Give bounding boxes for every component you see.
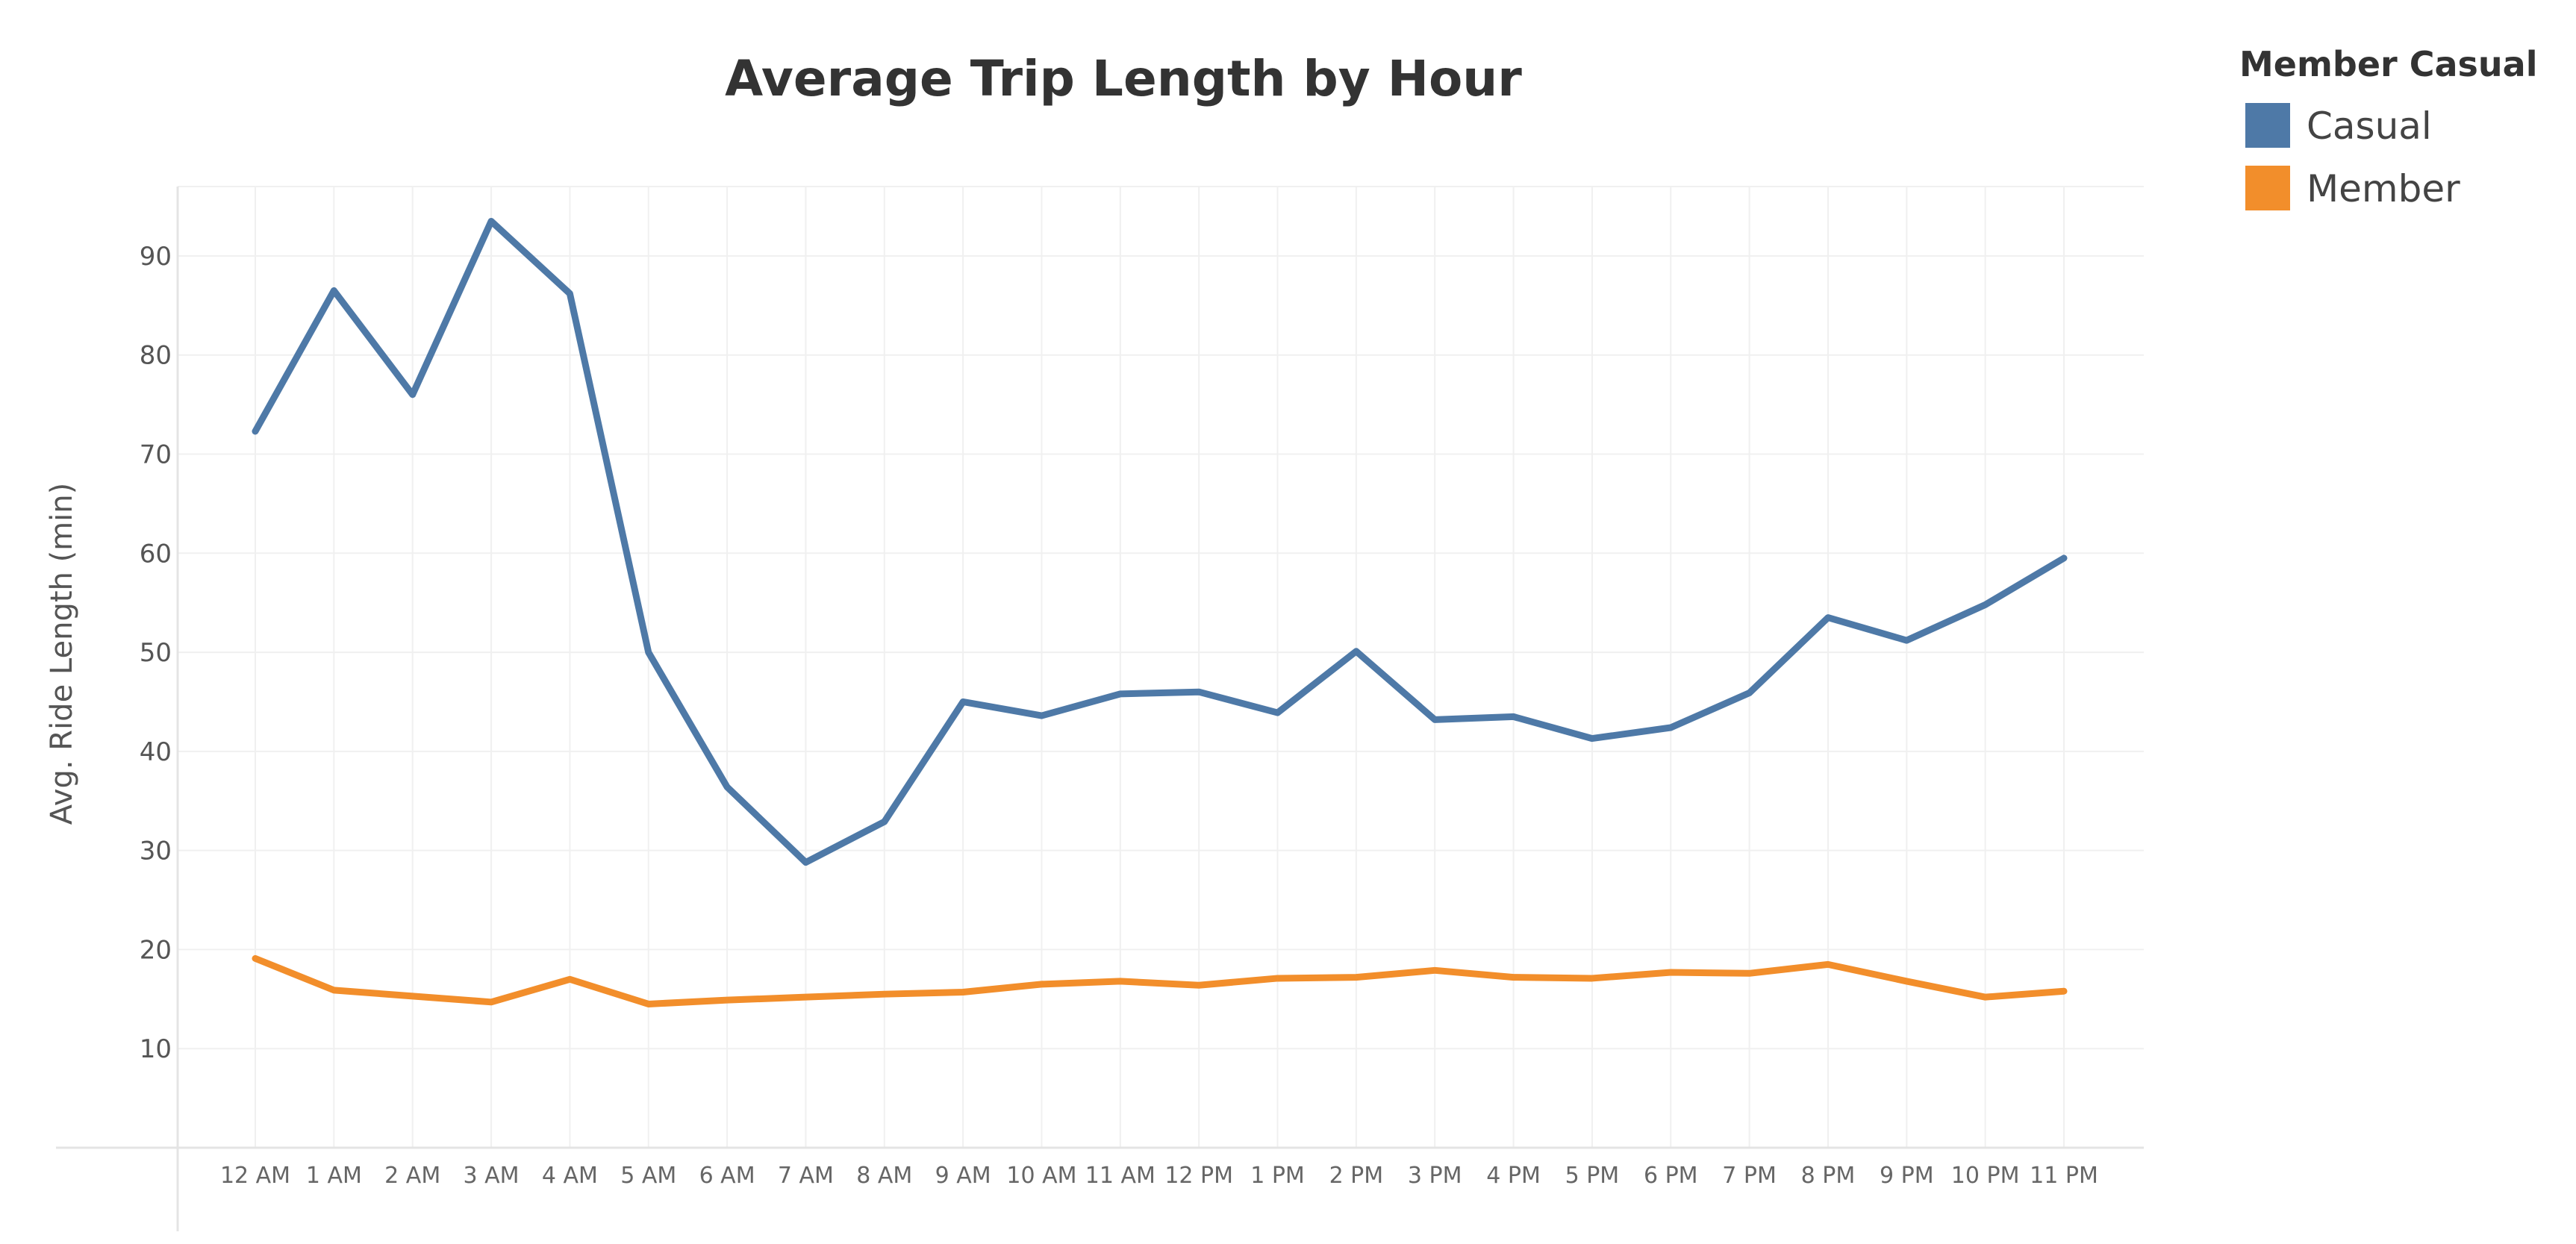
data-point-member — [803, 995, 808, 1000]
y-tick-label: 10 — [140, 1034, 172, 1064]
x-tick-label: 5 PM — [1565, 1163, 1620, 1189]
x-tick-label: 7 PM — [1722, 1163, 1777, 1189]
y-tick-label: 20 — [140, 935, 172, 965]
data-point-member — [1589, 975, 1594, 981]
data-point-casual — [1117, 691, 1123, 696]
x-tick-label: 6 AM — [699, 1163, 755, 1189]
legend-label-member: Member — [2307, 167, 2460, 210]
x-tick-label: 10 PM — [1951, 1163, 2020, 1189]
data-point-casual — [1904, 638, 1909, 643]
data-point-casual — [253, 428, 258, 434]
data-point-member — [567, 977, 573, 982]
data-point-member — [331, 987, 337, 993]
data-point-member — [410, 993, 415, 998]
x-tick-label: 5 AM — [620, 1163, 676, 1189]
data-point-member — [253, 956, 258, 961]
data-point-casual — [1511, 714, 1516, 719]
data-point-member — [1353, 975, 1359, 980]
x-tick-label: 7 AM — [778, 1163, 834, 1189]
y-tick-label: 40 — [140, 737, 172, 767]
data-point-casual — [803, 860, 808, 865]
data-point-member — [1983, 995, 1988, 1000]
data-point-casual — [489, 219, 494, 224]
data-point-casual — [567, 291, 573, 296]
data-point-member — [1275, 975, 1280, 981]
x-tick-label: 10 AM — [1006, 1163, 1076, 1189]
data-point-casual — [725, 784, 730, 790]
data-point-casual — [961, 699, 966, 704]
data-point-casual — [2062, 555, 2066, 560]
data-point-casual — [1432, 717, 1438, 722]
y-tick-label: 30 — [140, 837, 172, 866]
x-tick-label: 12 AM — [220, 1163, 290, 1189]
data-point-member — [646, 1001, 651, 1007]
data-point-casual — [1039, 713, 1044, 719]
x-tick-label: 1 AM — [306, 1163, 362, 1189]
series-line-member — [252, 954, 2068, 1007]
data-point-member — [2062, 989, 2066, 994]
legend-swatch-casual — [2245, 103, 2290, 148]
legend-swatch-member — [2245, 166, 2290, 210]
x-tick-label: 8 AM — [856, 1163, 912, 1189]
data-point-casual — [1825, 615, 1830, 620]
x-tick-label: 3 AM — [464, 1163, 520, 1189]
data-point-member — [1668, 969, 1674, 975]
data-point-casual — [1747, 690, 1752, 696]
x-tick-label: 6 PM — [1644, 1163, 1698, 1189]
x-axis: 12 AM 1 AM 2 AM 3 AM 4 AM 5 AM 6 AM 7 AM 8 AM 9 A… — [220, 1163, 2098, 1189]
chart-title: Average Trip Length by Hour — [725, 50, 1522, 107]
x-tick-label: 8 PM — [1801, 1163, 1856, 1189]
x-tick-label: 3 PM — [1408, 1163, 1462, 1189]
y-tick-label: 60 — [140, 539, 172, 569]
x-tick-label: 2 PM — [1329, 1163, 1384, 1189]
y-tick-label: 90 — [140, 242, 172, 272]
data-point-casual — [1668, 725, 1674, 730]
data-point-casual — [1197, 690, 1202, 695]
data-point-member — [1747, 971, 1752, 976]
data-point-casual — [1983, 602, 1988, 607]
data-point-casual — [882, 819, 887, 825]
y-axis-label: Avg. Ride Length (min) — [45, 483, 79, 825]
x-tick-label: 1 PM — [1250, 1163, 1305, 1189]
data-point-casual — [331, 288, 337, 293]
y-tick-label: 80 — [140, 341, 172, 371]
data-point-member — [1197, 983, 1202, 988]
x-tick-label: 9 AM — [935, 1163, 991, 1189]
x-tick-label: 11 AM — [1085, 1163, 1156, 1189]
data-point-member — [489, 999, 494, 1004]
x-tick-label: 12 PM — [1164, 1163, 1233, 1189]
data-point-casual — [1589, 736, 1594, 741]
x-tick-label: 4 PM — [1486, 1163, 1541, 1189]
data-point-casual — [646, 650, 651, 655]
y-tick-label: 50 — [140, 638, 172, 668]
y-tick-label: 70 — [140, 440, 172, 470]
legend-title: Member Casual — [2239, 44, 2537, 84]
data-point-casual — [1275, 710, 1280, 716]
data-point-casual — [410, 392, 415, 397]
data-point-member — [725, 998, 730, 1003]
x-tick-label: 4 AM — [542, 1163, 598, 1189]
series-line-casual — [252, 217, 2068, 866]
y-axis: 10 20 30 40 50 60 70 80 90 — [140, 242, 172, 1064]
data-point-member — [1511, 975, 1516, 980]
data-point-member — [1117, 978, 1123, 984]
x-tick-label: 9 PM — [1880, 1163, 1934, 1189]
data-point-member — [882, 992, 887, 997]
series-lines — [252, 217, 2068, 1007]
legend-label-casual: Casual — [2307, 104, 2432, 148]
data-point-casual — [1353, 648, 1359, 654]
x-tick-label: 2 AM — [384, 1163, 440, 1189]
data-point-member — [1432, 968, 1438, 973]
gridlines — [56, 186, 2144, 1231]
data-point-member — [1904, 978, 1909, 984]
data-point-member — [1825, 962, 1830, 967]
data-point-member — [1039, 981, 1044, 987]
x-tick-label: 11 PM — [2030, 1163, 2098, 1189]
legend: Member Casual Casual Member — [2239, 44, 2537, 210]
data-point-member — [961, 990, 966, 995]
